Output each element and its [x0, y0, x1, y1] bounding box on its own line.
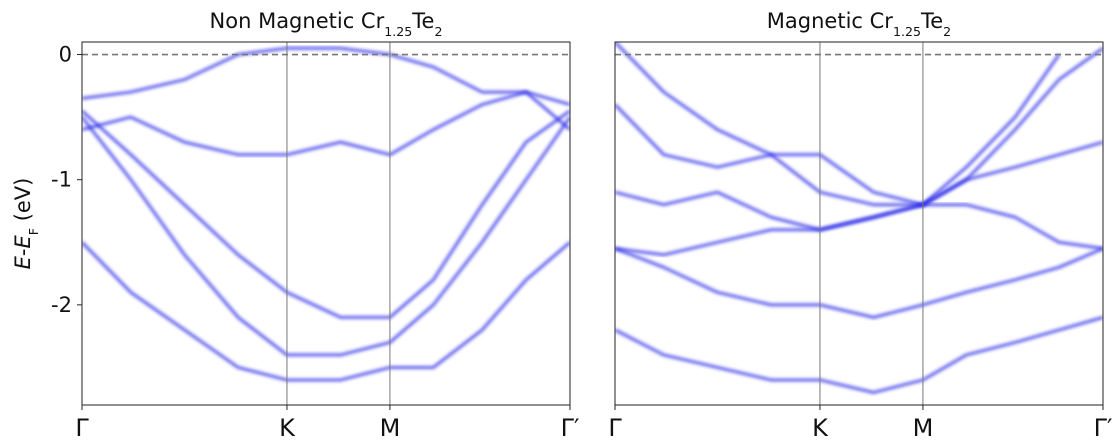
band [615, 203, 1103, 257]
band [615, 247, 1103, 319]
plot-area [615, 42, 1103, 394]
text-part: Te [920, 9, 943, 33]
frame [614, 41, 1104, 406]
x-tick-label: Γ [608, 414, 622, 442]
x-tick-label: K [279, 414, 296, 442]
plot-area [82, 46, 570, 382]
y-tick-label: -1 [51, 168, 72, 192]
text-part: Magnetic Cr [767, 9, 893, 33]
band [615, 140, 1103, 232]
x-tick-label: M [913, 414, 934, 442]
x-tick-label: Γ [75, 414, 89, 442]
y-tick-label: -2 [51, 293, 72, 317]
band [82, 116, 570, 357]
frame [81, 41, 571, 406]
band [82, 109, 570, 319]
band [82, 90, 570, 157]
text-part: E [11, 255, 35, 269]
text-part: E [11, 235, 35, 249]
text-part: Non Magnetic Cr [210, 9, 385, 33]
band [615, 315, 1103, 394]
subscript: 1.25 [893, 24, 921, 39]
x-tick-label: Γ′ [561, 414, 580, 442]
subscript: 2 [943, 24, 951, 39]
y-tick-label: 0 [59, 43, 72, 67]
x-tick-label: K [812, 414, 829, 442]
text-part: - [11, 249, 35, 257]
subscript: F [26, 228, 41, 235]
subscript: 2 [434, 24, 442, 39]
x-tick-label: M [380, 414, 401, 442]
band [82, 241, 570, 382]
label: Non Magnetic Cr1.25Te2 [210, 9, 443, 39]
band [615, 47, 1103, 207]
text-part: (eV) [11, 178, 35, 228]
band [615, 42, 1061, 207]
x-tick-label: Γ′ [1094, 414, 1113, 442]
label: E-EF (eV) [11, 178, 41, 270]
subscript: 1.25 [384, 24, 412, 39]
band [82, 46, 570, 107]
text-part: Te [411, 9, 434, 33]
label: Magnetic Cr1.25Te2 [767, 9, 951, 39]
